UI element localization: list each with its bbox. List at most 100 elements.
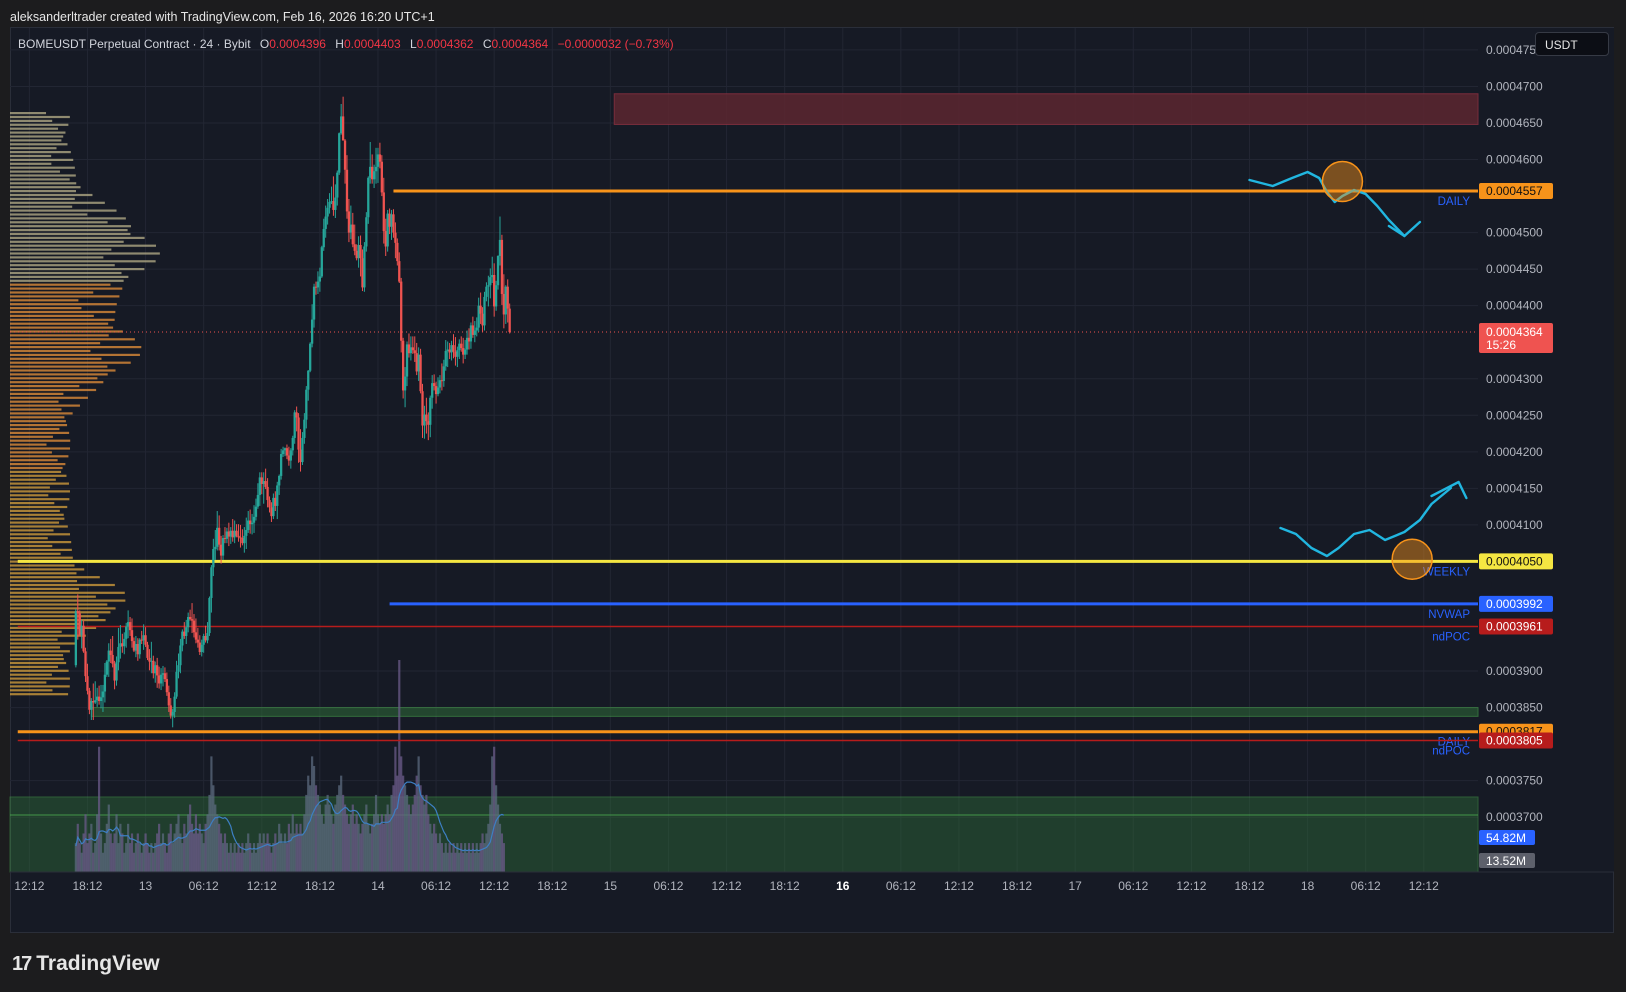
volume-profile-bar (10, 673, 52, 676)
candle-body (142, 635, 145, 641)
candle-body (477, 305, 480, 328)
volume-profile-bar (10, 115, 70, 119)
volume-bar (216, 814, 219, 872)
volume-value: 13.52M (1486, 854, 1526, 868)
candle-body (504, 286, 507, 315)
volume-bar (498, 823, 502, 872)
volume-profile-bar (10, 271, 122, 275)
candle-body (324, 216, 327, 229)
candle-body (86, 676, 89, 691)
volume-profile-bar (10, 548, 72, 551)
current-price-badge (1479, 322, 1553, 353)
candle-body (326, 207, 329, 217)
volume-bar (324, 804, 327, 872)
volume-bar (436, 843, 440, 872)
candle-body (403, 376, 407, 391)
candle-body (283, 448, 287, 451)
volume-bar (448, 843, 451, 872)
volume-bar (183, 823, 186, 872)
tradingview-mark-icon: 17 (12, 952, 32, 975)
candle-body (105, 661, 108, 675)
price-tick-label: 0.0004650 (1486, 116, 1543, 130)
time-tick-label: 12:12 (14, 879, 44, 893)
volume-profile-bar (10, 478, 56, 481)
volume-bar (283, 833, 287, 872)
candle-body (469, 325, 473, 342)
level-badge (1479, 182, 1553, 199)
volume-ma-badge (1479, 830, 1535, 845)
volume-bar (140, 852, 143, 872)
candle-body (239, 537, 242, 539)
volume-profile-bar (10, 147, 57, 150)
volume-profile-bar (10, 455, 69, 458)
volume-bar (345, 814, 349, 872)
volume-profile-bar (10, 619, 106, 622)
price-tick-label: 0.0003900 (1486, 664, 1543, 678)
candle-body (200, 644, 203, 653)
volume-profile-bar (10, 131, 66, 134)
volume-bar (338, 785, 341, 872)
volume-bar (384, 814, 387, 872)
candle-body (233, 530, 236, 538)
currency-button[interactable]: USDT (1535, 32, 1609, 56)
volume-profile-bar (10, 435, 53, 438)
volume-profile-bar (10, 260, 156, 263)
volume-bar (233, 843, 236, 872)
level-label-ndpoc: ndPOC (1432, 631, 1470, 643)
level-badge-value: 0.0004050 (1486, 554, 1543, 568)
candle-body (121, 643, 124, 647)
volume-bar (154, 843, 157, 872)
volume-bar (417, 756, 420, 872)
volume-bar (351, 804, 354, 872)
volume-ma-value: 54.82M (1486, 831, 1526, 845)
candle-body (343, 140, 347, 170)
candle-body (431, 383, 434, 398)
candle-body (487, 285, 490, 287)
volume-bar (473, 852, 476, 872)
candle-body (365, 217, 368, 247)
volume-bar (419, 785, 422, 872)
candle-body (427, 421, 430, 425)
volume-bar (276, 843, 279, 872)
volume-bar (371, 823, 374, 872)
volume-profile-bar (10, 307, 82, 310)
volume-bar (123, 852, 126, 872)
candle-body (309, 343, 312, 371)
candle-body (467, 337, 471, 342)
candle-body (264, 481, 267, 487)
volume-bar (305, 794, 308, 872)
volume-bar (241, 843, 244, 872)
volume-bar (80, 852, 83, 872)
volume-bar (262, 833, 265, 872)
volume-profile-bar (10, 650, 70, 653)
volume-bar (382, 823, 385, 872)
candle-body (272, 497, 275, 517)
volume-profile-bar (10, 603, 108, 606)
volume-profile-bar (10, 517, 65, 520)
candle-body (349, 224, 353, 233)
time-tick-label: 14 (371, 879, 385, 893)
volume-profile-bar (10, 599, 126, 602)
volume-profile-bar (10, 123, 69, 126)
time-tick-label: 12:12 (247, 879, 277, 893)
candle-body (496, 255, 500, 286)
volume-bar (109, 833, 112, 872)
candle-body (206, 633, 209, 641)
candle-body (154, 665, 157, 674)
volume-bar (330, 814, 333, 872)
candle-body (429, 397, 432, 425)
volume-profile-bar (10, 408, 62, 411)
volume-profile-bar (10, 174, 76, 177)
volume-profile-bar (10, 361, 131, 364)
tradingview-brand: TradingView (36, 952, 160, 975)
tradingview-logo[interactable]: 17 TradingView (12, 950, 160, 978)
candle-body (237, 535, 240, 538)
volume-bar (458, 852, 461, 872)
volume-bar (287, 823, 290, 872)
time-tick-label: 12:12 (712, 879, 742, 893)
volume-bar (84, 814, 87, 872)
volume-profile-bar (10, 225, 131, 228)
candle-body (266, 486, 269, 501)
volume-bar (146, 843, 149, 872)
